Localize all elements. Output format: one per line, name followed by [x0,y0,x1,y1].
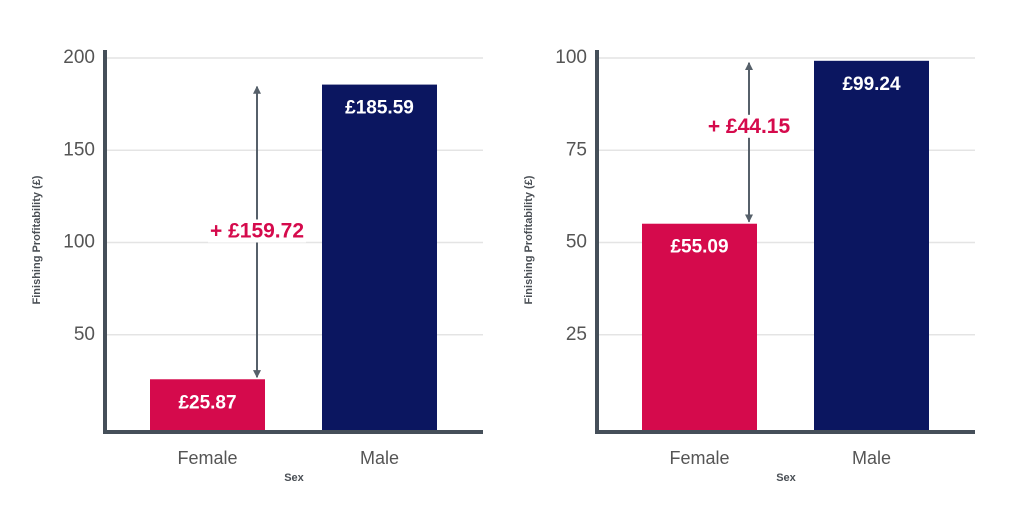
y-tick-label: 25 [566,324,587,345]
x-tick-label: Female [669,448,729,468]
y-tick-label: 75 [566,139,587,160]
x-tick-label: Male [852,448,891,468]
y-tick-label: 50 [74,324,95,345]
y-tick-label: 100 [63,232,95,253]
x-axis-label: Sex [284,472,304,484]
bar [322,84,437,430]
y-tick-label: 150 [63,139,95,160]
y-axis-label: Finishing Profitability (£) [523,175,535,304]
y-tick-label: 200 [63,47,95,68]
axis [595,50,975,434]
value-label: £25.87 [178,392,236,413]
value-label: £185.59 [345,98,414,119]
bar [150,379,265,430]
annotation-bg [207,219,307,243]
y-tick-label: 100 [555,47,587,68]
value-label: £99.24 [842,74,901,95]
bar [642,223,757,430]
y-tick-label: 50 [566,232,587,253]
x-tick-label: Male [360,448,399,468]
annotation: + £159.72 [210,219,304,242]
y-axis-label: Finishing Profitability (£) [31,175,43,304]
annotation: + £44.15 [708,115,791,138]
axis [103,50,483,434]
value-label: £55.09 [670,237,728,258]
bar [814,60,929,430]
annotation-bg [705,114,793,138]
x-axis-label: Sex [776,472,796,484]
x-tick-label: Female [177,448,237,468]
